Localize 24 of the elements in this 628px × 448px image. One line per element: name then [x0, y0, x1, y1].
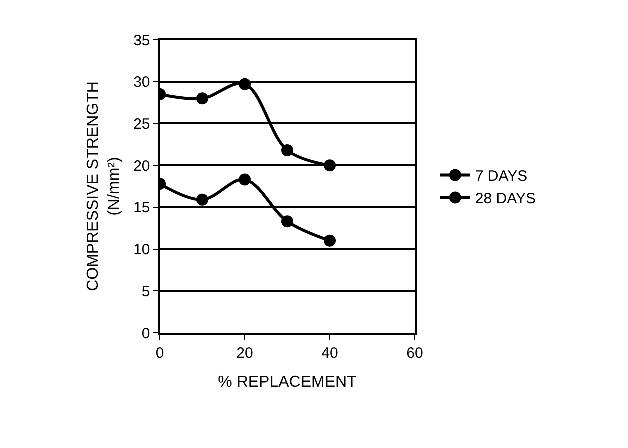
- point: [239, 174, 251, 186]
- y-tick-label: 25: [134, 116, 150, 133]
- point: [282, 144, 294, 156]
- x-tick-label: 60: [406, 344, 424, 362]
- y-tick-label: 35: [134, 32, 150, 50]
- point: [282, 216, 294, 228]
- y-axis-title: COMPRESSIVE STRENGTH (N/mm²): [85, 82, 123, 292]
- point: [196, 92, 208, 105]
- x-axis-title: % REPLACEMENT: [218, 374, 358, 391]
- legend-label: 28 DAYS: [475, 190, 536, 208]
- legend-label: 7 DAYS: [475, 168, 528, 186]
- point: [196, 194, 208, 206]
- y-tick-label: 15: [134, 200, 150, 217]
- y-tick-label: 5: [142, 283, 150, 300]
- x-tick-label: 0: [156, 344, 164, 362]
- x-tick-label: 20: [236, 344, 254, 362]
- point: [324, 160, 336, 172]
- y-tick-label: 30: [134, 74, 150, 92]
- y-tick-label: 20: [134, 158, 150, 175]
- point: [324, 234, 336, 247]
- y-tick-label: 10: [134, 242, 150, 259]
- x-tick-label: 40: [322, 344, 338, 362]
- point: [239, 78, 251, 90]
- y-tick-label: 0: [142, 325, 150, 342]
